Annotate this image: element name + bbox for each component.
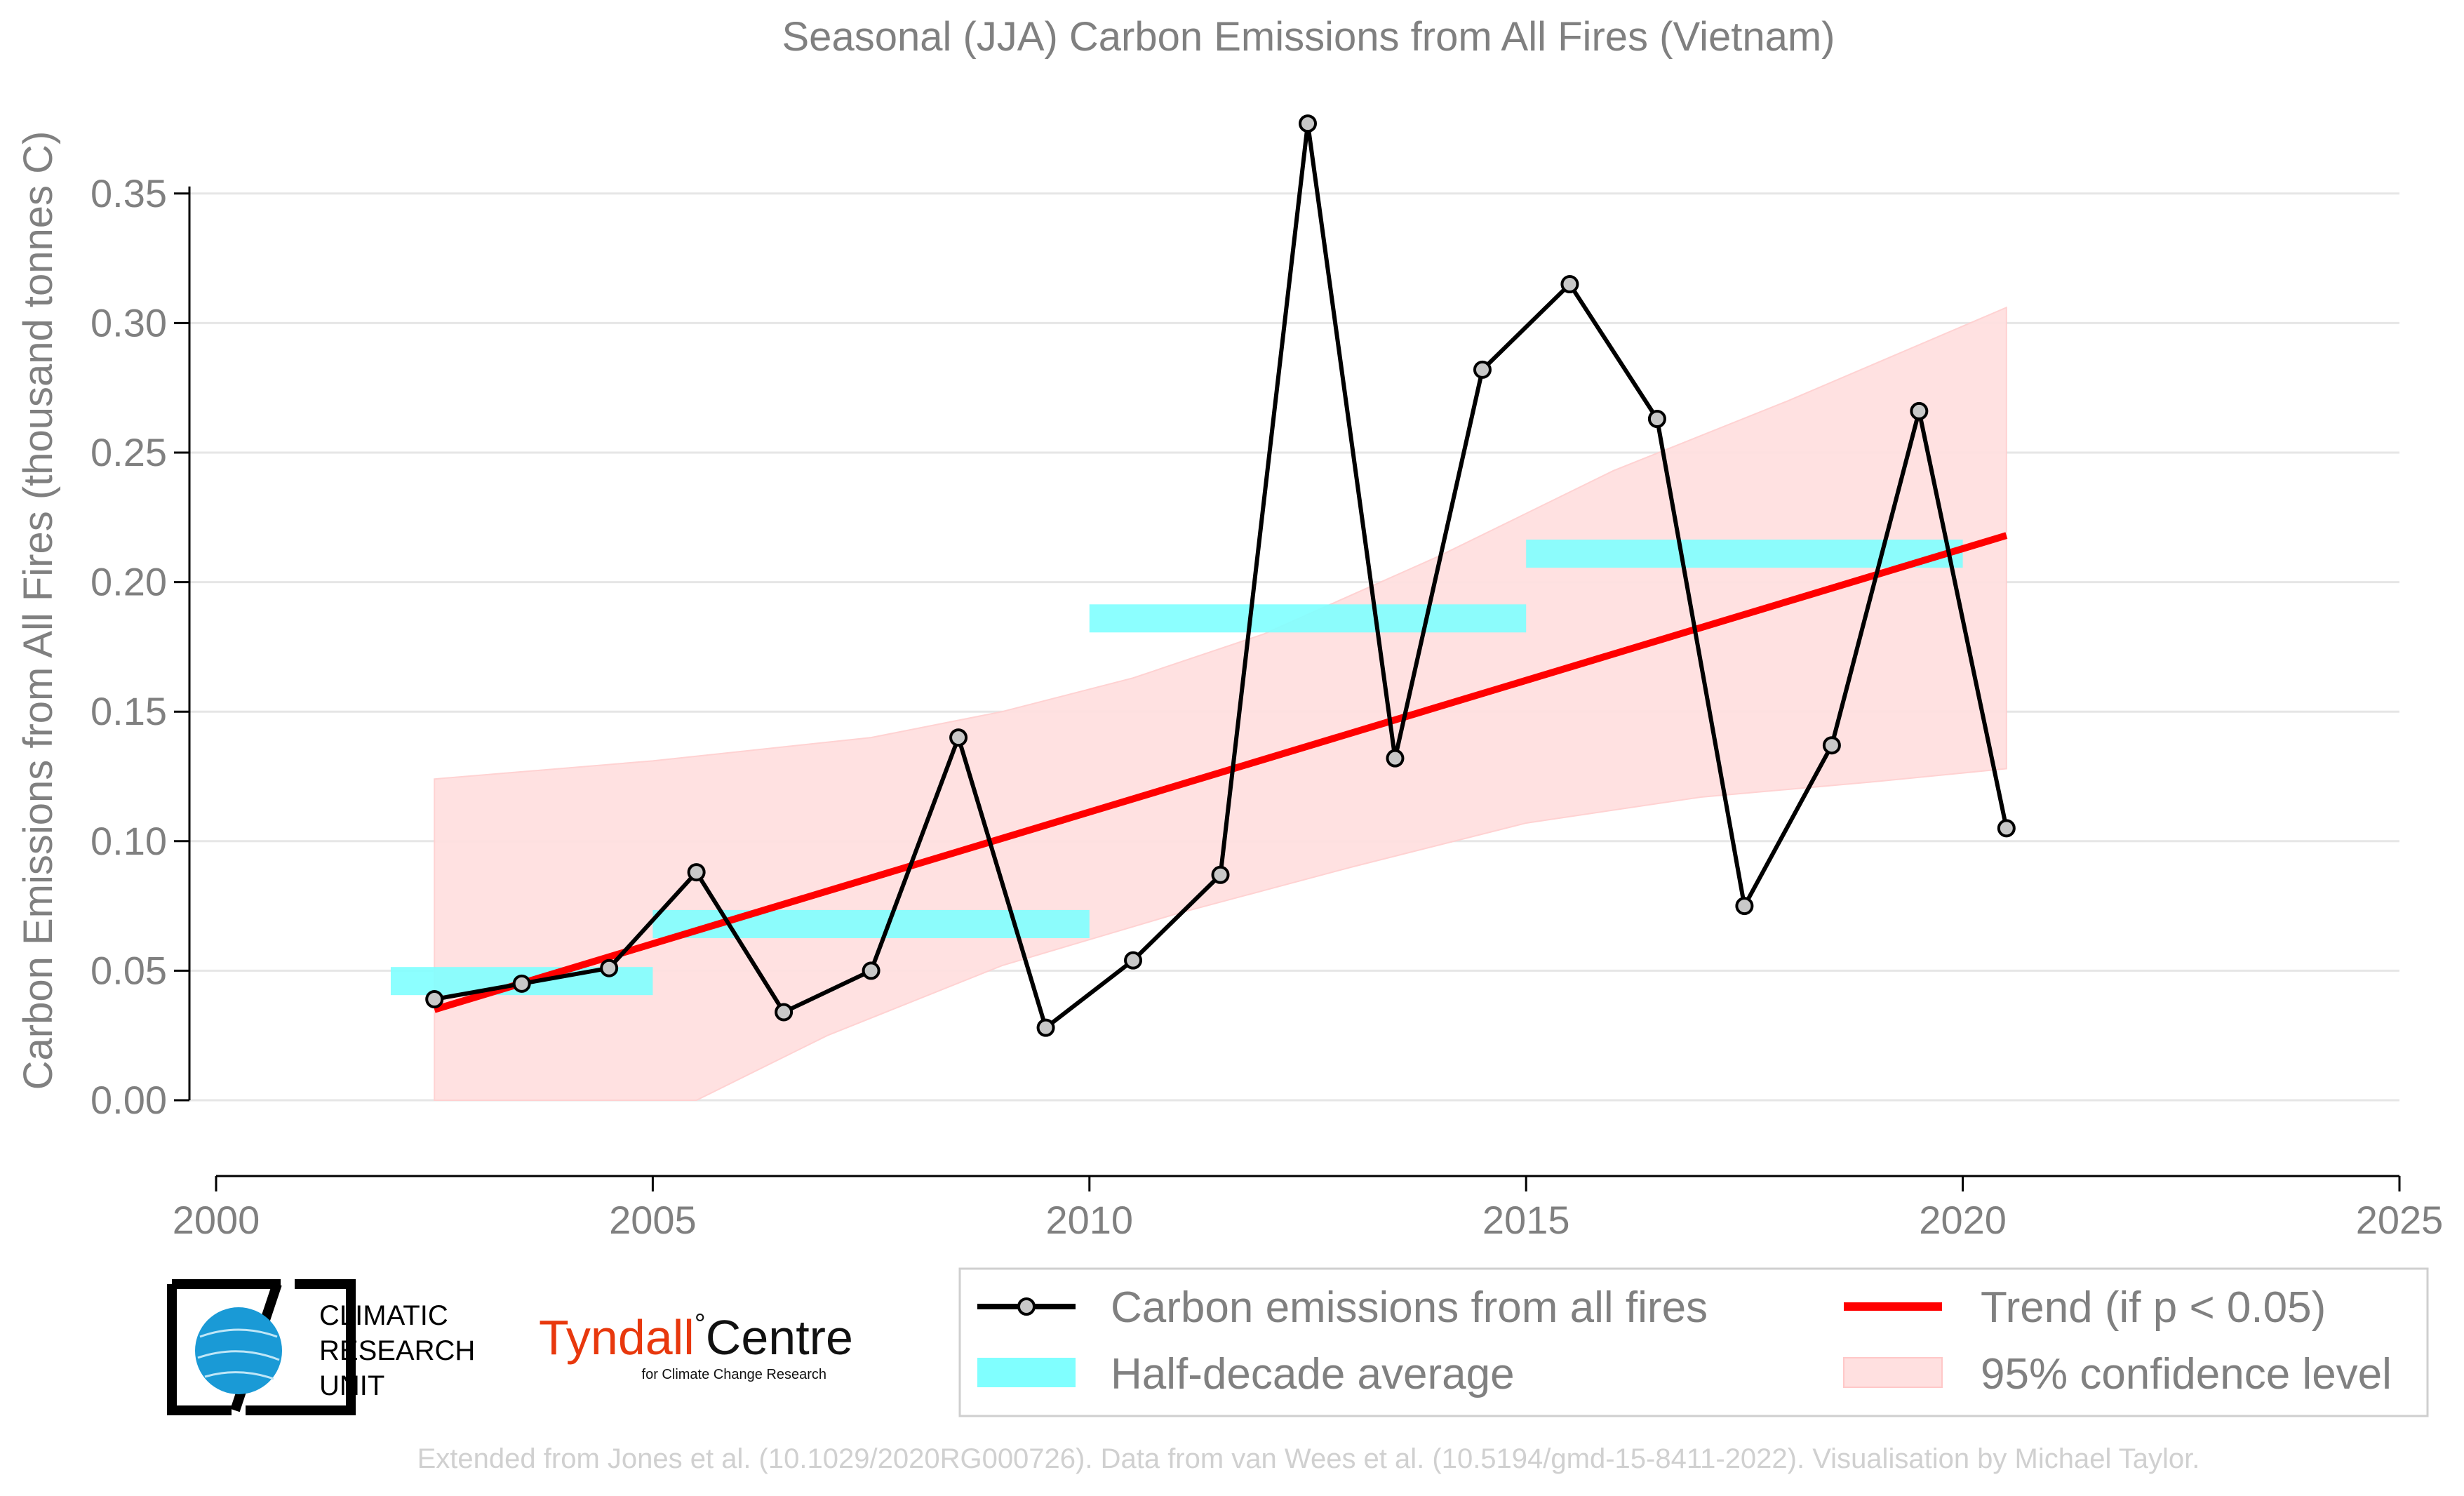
emissions-point-11 (1386, 749, 1405, 768)
emissions-point-0 (425, 990, 444, 1009)
emissions-point-5 (862, 961, 881, 980)
cru-logo-line-1: CLIMATIC (319, 1300, 448, 1331)
emissions-point-4 (775, 1003, 794, 1022)
y-tick-label-5: 0.25 (91, 430, 167, 474)
trend-line (433, 532, 2008, 1013)
legend-label-half-decade: Half-decade average (1111, 1350, 1515, 1398)
y-tick-label-3: 0.15 (91, 689, 167, 733)
legend-item-emissions: Carbon emissions from all fires (977, 1283, 1708, 1332)
y-tick-label-1: 0.05 (91, 948, 167, 992)
emissions-point-14 (1647, 410, 1666, 429)
emissions-point-9 (1211, 865, 1230, 884)
legend-label-trend: Trend (if p < 0.05) (1981, 1283, 2326, 1332)
half-decade-bar-3 (1526, 539, 1963, 568)
legend-label-confidence: 95% confidence level (1981, 1350, 2392, 1398)
legend-item-confidence: 95% confidence level (1843, 1350, 2392, 1398)
tyndall-logo-degree: ° (695, 1309, 706, 1340)
emissions-series (425, 114, 2016, 1037)
legend: Carbon emissions from all fires Trend (i… (958, 1267, 2429, 1417)
y-tick-label-4: 0.20 (91, 560, 167, 604)
emissions-point-3 (687, 863, 706, 882)
x-tick-label-0: 2000 (173, 1198, 260, 1242)
svg-text:Tyndall°Centre: Tyndall°Centre (539, 1309, 853, 1365)
y-tick-label-7: 0.35 (91, 171, 167, 215)
emissions-point-12 (1473, 360, 1492, 379)
x-tick-label-4: 2020 (1919, 1198, 2007, 1242)
half-decade-bar-2 (1089, 604, 1527, 633)
legend-item-half-decade: Half-decade average (977, 1350, 1515, 1398)
emissions-point-7 (1036, 1018, 1055, 1037)
emissions-point-18 (1997, 819, 2016, 838)
trend-line-segment (433, 532, 2008, 1013)
emissions-point-2 (600, 959, 619, 977)
y-tick-label-6: 0.30 (91, 300, 167, 345)
confidence-band-area (434, 306, 2007, 1101)
legend-label-emissions: Carbon emissions from all fires (1111, 1283, 1708, 1332)
cru-logo-line-3: UNIT (319, 1370, 384, 1401)
x-tick-label-3: 2015 (1482, 1198, 1570, 1242)
y-axis-label: Carbon Emissions from All Fires (thousan… (15, 131, 61, 1090)
emissions-point-13 (1560, 275, 1579, 294)
emissions-point-6 (949, 728, 968, 747)
y-tick-label-2: 0.10 (91, 819, 167, 863)
emissions-point-17 (1910, 401, 1929, 420)
chart-title: Seasonal (JJA) Carbon Emissions from All… (782, 14, 1835, 60)
legend-box (958, 1267, 2429, 1417)
tyndall-logo-centre: Centre (706, 1310, 853, 1365)
footer-credits: Extended from Jones et al. (10.1029/2020… (417, 1443, 2200, 1474)
confidence-band (434, 306, 2007, 1101)
emissions-point-15 (1735, 897, 1754, 916)
cru-logo: CLIMATIC RESEARCH UNIT (167, 1279, 475, 1415)
emissions-point-16 (1822, 736, 1841, 755)
axes: 0.00 0.05 0.10 0.15 0.20 0.25 0.30 0.35 2000 2005… (91, 171, 2443, 1242)
emissions-point-8 (1124, 951, 1143, 970)
x-tick-label-2: 2010 (1046, 1198, 1134, 1242)
x-tick-label-1: 2005 (609, 1198, 697, 1242)
emissions-point-1 (512, 974, 531, 993)
legend-item-trend: Trend (if p < 0.05) (1844, 1283, 2326, 1332)
y-tick-label-0: 0.00 (91, 1078, 167, 1122)
x-tick-label-5: 2025 (2356, 1198, 2444, 1242)
tyndall-logo-subtitle: for Climate Change Research (642, 1367, 826, 1382)
emissions-point-10 (1299, 114, 1317, 133)
tyndall-logo: Tyndall°Centre for Climate Change Resear… (539, 1309, 853, 1382)
tyndall-logo-name: Tyndall (539, 1310, 695, 1365)
cru-logo-line-2: RESEARCH (319, 1335, 475, 1366)
